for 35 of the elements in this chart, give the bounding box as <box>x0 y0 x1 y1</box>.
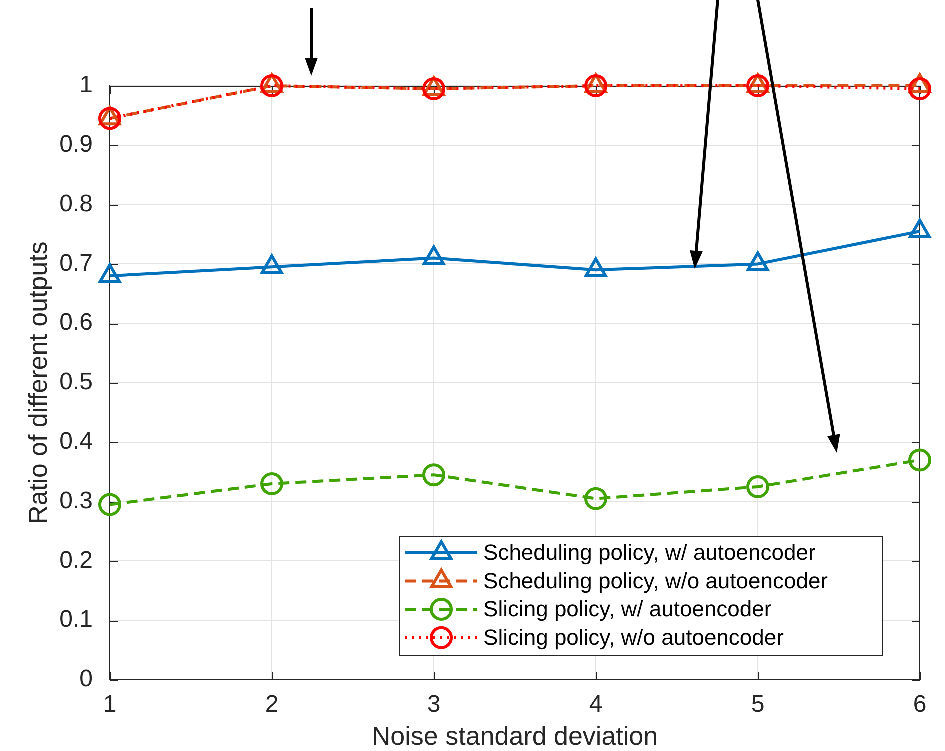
x-tick-label: 6 <box>913 691 927 718</box>
y-tick-label: 0.6 <box>60 309 93 336</box>
x-axis-title: Noise standard deviation <box>372 721 658 751</box>
point <box>584 258 608 278</box>
y-tick-label: 1 <box>80 72 93 99</box>
point <box>422 464 446 487</box>
y-tick-label: 0.9 <box>60 131 93 158</box>
x-tick-label: 3 <box>427 691 441 718</box>
x-tick-label: 4 <box>589 691 603 718</box>
point <box>908 219 932 239</box>
legend-label: Slicing policy, w/ autoencoder <box>484 596 772 622</box>
x-tick-label: 2 <box>265 691 279 718</box>
legend-label: Scheduling policy, w/ autoencoder <box>484 540 816 566</box>
point <box>260 254 284 274</box>
point <box>98 264 122 284</box>
point <box>584 487 608 510</box>
y-tick-label: 0.2 <box>60 546 93 574</box>
y-tick-label: 0.5 <box>60 368 93 396</box>
point <box>422 246 446 266</box>
point <box>746 252 770 272</box>
point <box>746 475 770 498</box>
point <box>908 448 932 472</box>
y-tick-label: 0.7 <box>60 250 93 277</box>
legend-label: Slicing policy, w/o autoencoder <box>484 624 784 650</box>
y-tick-label: 0.8 <box>60 190 93 218</box>
y-tick-label: 0.4 <box>60 428 93 456</box>
y-tick-label: 0 <box>80 666 93 693</box>
y-tick-label: 0.3 <box>60 487 93 514</box>
point <box>98 493 122 516</box>
x-tick-label: 1 <box>103 691 117 718</box>
point <box>260 472 284 496</box>
x-tick-label: 5 <box>751 691 765 718</box>
y-axis-title: Ratio of different outputs <box>22 242 53 524</box>
y-tick-label: 0.1 <box>60 606 93 634</box>
legend-label: Scheduling policy, w/o autoencoder <box>484 568 828 594</box>
